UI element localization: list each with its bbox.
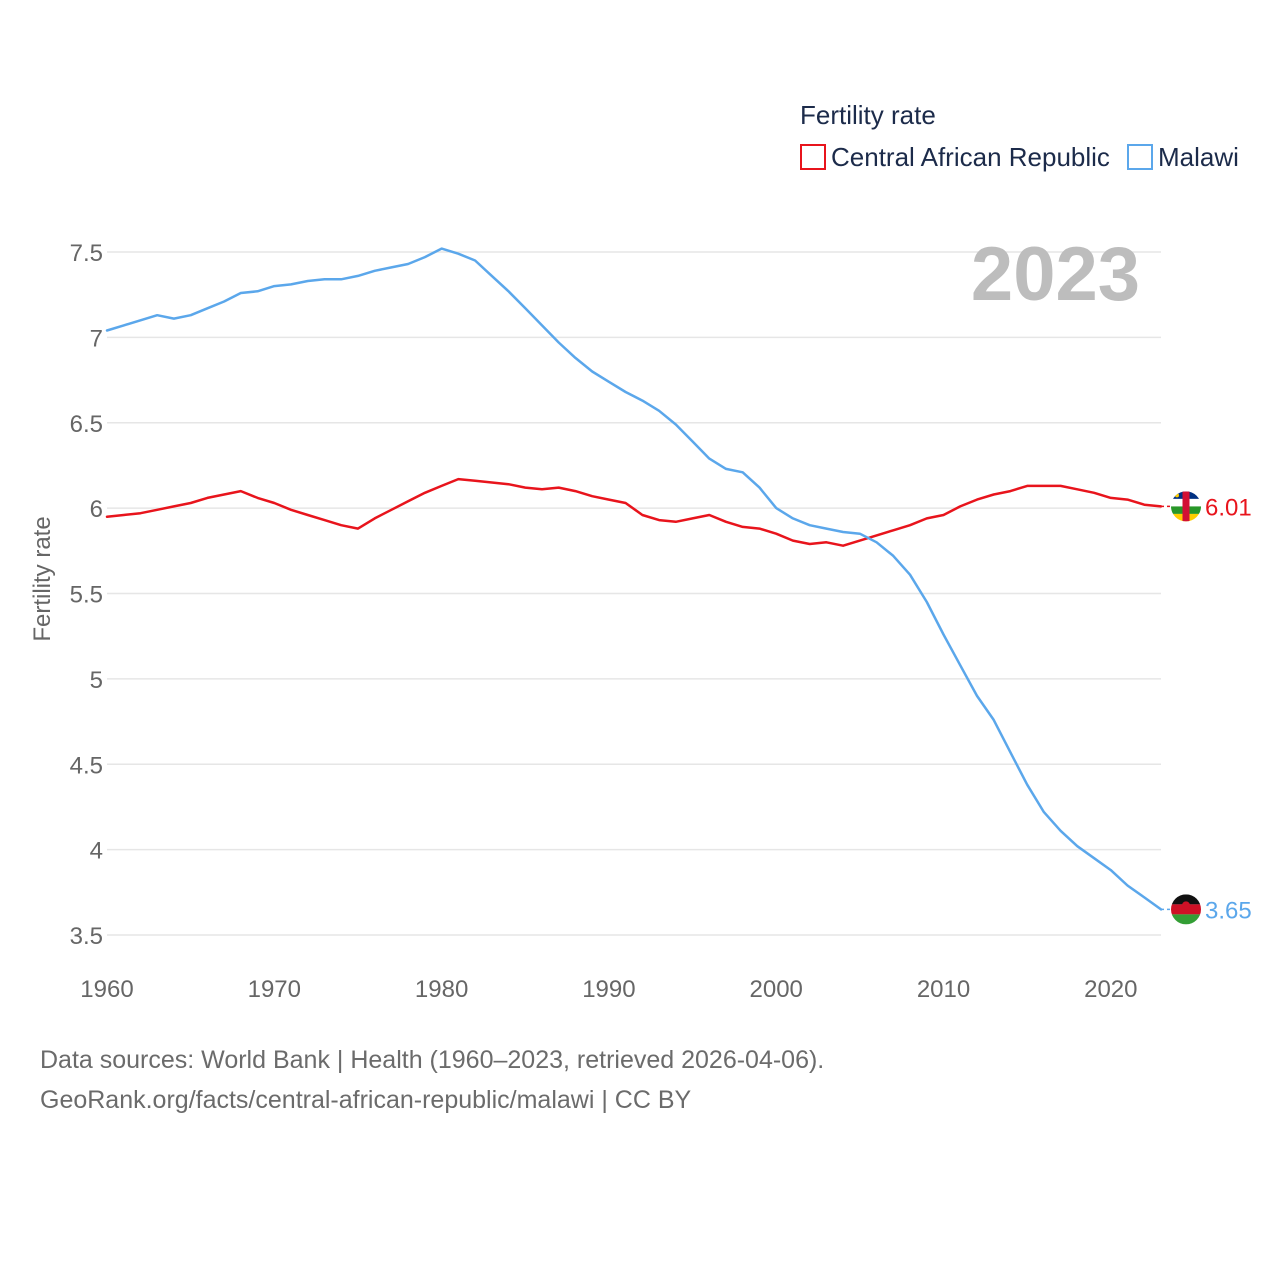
series-line-malawi[interactable]	[105, 247, 1163, 911]
end-markers: 6.01 3.65	[1161, 491, 1252, 925]
y-axis-title: Fertility rate	[29, 516, 56, 641]
central-african-republic-flag-icon	[1171, 491, 1201, 522]
end-value-label: 6.01	[1205, 494, 1252, 521]
y-tick-label: 7.5	[70, 240, 103, 267]
y-tick-label: 4.5	[70, 752, 103, 779]
x-tick-label: 2000	[750, 976, 803, 1003]
y-tick-label: 7	[90, 325, 103, 352]
legend-swatch-malawi[interactable]	[1127, 144, 1153, 170]
malawi-flag-icon	[1171, 894, 1201, 925]
y-tick-label: 6.5	[70, 411, 103, 438]
x-tick-label: 1960	[80, 976, 133, 1003]
y-tick-label: 6	[90, 496, 103, 523]
legend-title: Fertility rate	[800, 100, 936, 130]
year-watermark: 2023	[971, 232, 1140, 317]
series-line-central-african-republic[interactable]	[105, 477, 1163, 547]
x-tick-label: 2010	[917, 976, 970, 1003]
legend-label-malawi[interactable]: Malawi	[1158, 142, 1239, 172]
x-tick-label: 1970	[248, 976, 301, 1003]
legend-swatch-central-african-republic[interactable]	[800, 144, 826, 170]
series-lines	[105, 247, 1163, 911]
y-tick-label: 5.5	[70, 582, 103, 609]
axes: Fertility rate 3.5 4 4.5 5 5.5 6 6.5 7 7.5 1960 19…	[29, 240, 1138, 1003]
y-tick-label: 4	[90, 838, 103, 865]
footer: Data sources: World Bank | Health (1960–…	[40, 1040, 824, 1120]
y-tick-label: 3.5	[70, 923, 103, 950]
grid-lines	[107, 251, 1161, 936]
year-watermark-group: 2023	[971, 232, 1140, 317]
end-value-label: 3.65	[1205, 897, 1252, 924]
x-tick-label: 1990	[582, 976, 635, 1003]
attribution-link[interactable]: GeoRank.org/facts/central-african-republ…	[40, 1086, 692, 1114]
y-tick-label: 5	[90, 667, 103, 694]
legend: Fertility rate Central African Republic …	[800, 100, 1239, 172]
x-tick-label: 1980	[415, 976, 468, 1003]
data-sources-note: Data sources: World Bank | Health (1960–…	[40, 1046, 825, 1074]
legend-label-central-african-republic[interactable]: Central African Republic	[831, 142, 1110, 172]
x-tick-label: 2020	[1084, 976, 1137, 1003]
